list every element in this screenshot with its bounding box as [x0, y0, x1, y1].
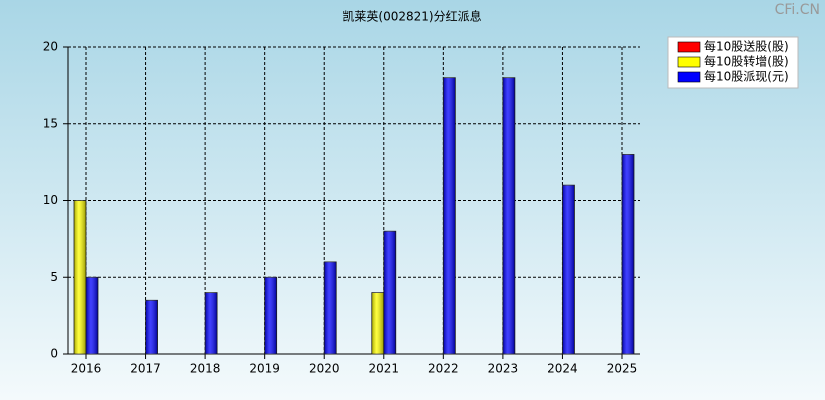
x-tick-label: 2018 — [190, 362, 221, 376]
legend-label: 每10股送股(股) — [704, 39, 789, 54]
x-tick-label: 2025 — [607, 362, 638, 376]
bar-shade — [622, 154, 634, 354]
x-tick-label: 2020 — [309, 362, 340, 376]
legend-label: 每10股派现(元) — [704, 69, 789, 84]
bar-shade — [502, 77, 515, 354]
bar-shade — [74, 200, 86, 354]
bar-shade — [205, 292, 218, 354]
y-tick-label: 15 — [43, 116, 58, 130]
bar-shade — [86, 277, 98, 354]
x-tick-label: 2023 — [488, 362, 519, 376]
x-tick-label: 2016 — [71, 362, 102, 376]
x-tick-label: 2021 — [369, 362, 400, 376]
x-tick-label: 2022 — [428, 362, 459, 376]
y-tick-label: 5 — [50, 270, 58, 284]
bar-shade — [443, 77, 456, 354]
legend-swatch — [677, 41, 701, 53]
bar-shade — [371, 292, 384, 354]
x-tick-label: 2024 — [547, 362, 578, 376]
y-tick-label: 0 — [50, 347, 58, 361]
bar-shade — [145, 300, 158, 354]
bar-shade — [264, 277, 277, 354]
x-tick-label: 2017 — [130, 362, 161, 376]
x-tick-label: 2019 — [249, 362, 280, 376]
chart-title: 凯莱英(002821)分红派息 — [342, 9, 481, 24]
y-tick-label: 10 — [43, 193, 58, 207]
bar-shade — [324, 261, 337, 354]
bar-shade — [383, 231, 396, 354]
bar-shade — [562, 185, 575, 354]
watermark: CFi.CN — [775, 2, 820, 18]
y-tick-label: 20 — [43, 40, 58, 54]
legend-label: 每10股转增(股) — [704, 54, 789, 69]
legend-swatch — [677, 56, 701, 68]
legend-swatch — [677, 71, 701, 83]
